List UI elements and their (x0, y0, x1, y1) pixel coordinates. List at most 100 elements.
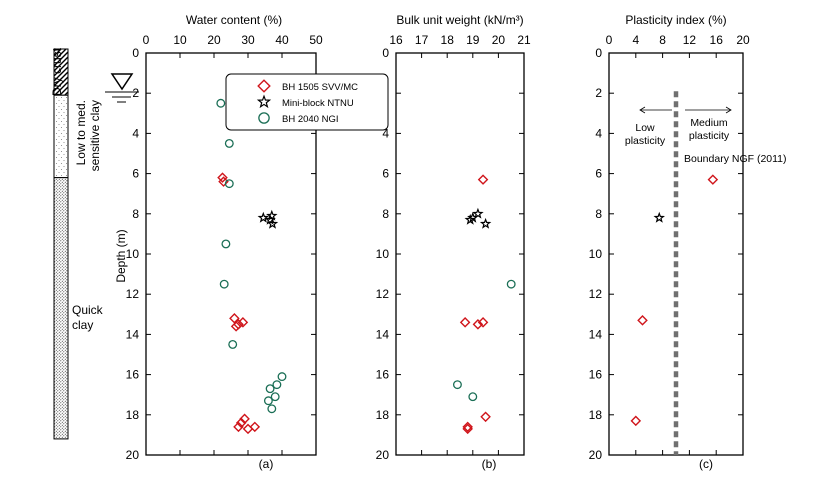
point-ngi (219, 279, 229, 289)
panel-b-xtick-label: 17 (415, 33, 429, 47)
panel-b-xtick-label: 18 (441, 33, 455, 47)
panel-a-xtick-label: 10 (173, 33, 187, 47)
panel-a-ytick-label: 4 (132, 126, 139, 140)
panel-b-ytick-label: 16 (376, 368, 390, 382)
legend: BH 1505 SVV/MC Mini-block NTNU BH 2040 N… (225, 73, 389, 131)
panel-a-ytick-label: 6 (132, 167, 139, 181)
legend-label-svv: BH 1505 SVV/MC (282, 82, 358, 93)
panel-b-ytick-label: 8 (382, 207, 389, 221)
panel-b-ytick-label: 18 (376, 408, 390, 422)
point-ntnu (266, 217, 279, 229)
panel-a-xtick-label: 0 (143, 33, 150, 47)
point-ngi (216, 98, 226, 108)
panel-b-ytick-label: 10 (376, 247, 390, 261)
point-svv (472, 319, 484, 330)
point-svv (218, 176, 229, 187)
point-ntnu (266, 209, 278, 221)
point-svv (229, 313, 240, 324)
panel-c-xtick-label: 12 (683, 33, 697, 47)
point-ntnu (464, 213, 476, 225)
panel-a-xtick-label: 20 (207, 33, 221, 47)
region-low-line1: Low (635, 122, 655, 134)
panel-c-ytick-label: 8 (595, 207, 602, 221)
panel-c-xtick-label: 20 (736, 33, 750, 47)
panel-c-ytick-label: 18 (589, 408, 603, 422)
point-ngi (277, 372, 287, 382)
point-ngi (506, 279, 516, 289)
panel-c-caption: (c) (699, 457, 713, 471)
panel-plasticity-index: Plasticity index (%) (c) Low plasticity … (589, 13, 787, 471)
panel-b-xtick-label: 21 (517, 33, 531, 47)
point-ngi (452, 380, 462, 390)
layer-label-sensitive-line2: sensitive clay (88, 100, 102, 171)
panel-b-ytick-label: 4 (382, 126, 389, 140)
panel-c-ytick-label: 16 (589, 368, 603, 382)
panel-c-ytick-label: 12 (589, 287, 603, 301)
panel-b-xtick-label: 16 (389, 33, 403, 47)
panel-b-ytick-label: 0 (382, 46, 389, 60)
panel-a-caption: (a) (259, 457, 274, 471)
panel-bulk-unit-weight: Bulk unit weight (kN/m³) (b) 02468101214… (376, 13, 531, 471)
point-ngi (265, 384, 275, 394)
point-svv (630, 415, 642, 427)
panel-b-title: Bulk unit weight (kN/m³) (396, 13, 523, 27)
point-svv (233, 421, 244, 433)
panel-b-ytick-label: 6 (382, 167, 389, 181)
legend-label-ngi: BH 2040 NGI (282, 114, 339, 125)
layer-label-dry-crust: Dry crust (50, 47, 64, 96)
panel-c-ytick-label: 10 (589, 247, 603, 261)
point-svv (462, 421, 473, 433)
panel-a-ytick-label: 16 (126, 368, 140, 382)
point-svv (235, 417, 247, 429)
panel-b-ytick-label: 14 (376, 327, 390, 341)
point-ntnu (257, 211, 270, 223)
legend-box (225, 73, 389, 131)
panel-a-xtick-label: 30 (241, 33, 255, 47)
point-ngi (224, 179, 234, 189)
point-svv (230, 321, 242, 332)
panel-water-content: Water content (%) (a) Depth (m) 0 2 4 6 8 10 1… (114, 13, 323, 471)
panel-b-ytick-label: 12 (376, 287, 390, 301)
panel-c-ytick-label: 0 (595, 46, 602, 60)
point-ngi (272, 380, 282, 390)
layer-label-quick-line1: Quick (72, 303, 104, 317)
panel-b-caption: (b) (482, 457, 497, 471)
panel-c-ytick-label: 4 (595, 126, 602, 140)
low-plasticity-arrow-icon (639, 106, 672, 114)
panel-a-ytick-label: 12 (126, 287, 140, 301)
point-ngi (263, 396, 273, 406)
point-svv (459, 317, 471, 328)
panel-c-ytick-label: 20 (589, 448, 603, 462)
point-ntnu (264, 213, 276, 225)
layer-quick-clay (53, 177, 69, 440)
panel-b-ytick-label: 20 (376, 448, 390, 462)
point-ngi (224, 138, 234, 148)
panel-a-ytick-label: 18 (126, 408, 140, 422)
panel-b-xtick-label: 20 (492, 33, 506, 47)
legend-label-ntnu: Mini-block NTNU (282, 98, 354, 109)
stratigraphy-column: Dry crust Low to med. sensitive clay Qui… (50, 47, 139, 440)
point-svv (477, 317, 489, 328)
panel-c-ytick-label: 14 (589, 327, 603, 341)
medium-plasticity-arrow-icon (685, 106, 732, 114)
layer-sensitive-clay (53, 94, 69, 179)
panel-a-xtick-label: 40 (275, 33, 289, 47)
layer-label-quick-line2: clay (72, 318, 93, 332)
panel-a-ytick-label: 14 (126, 327, 140, 341)
region-low-line2: plasticity (625, 135, 666, 147)
panel-a-ytick-label: 2 (132, 86, 139, 100)
legend-marker-ntnu (256, 94, 272, 109)
panel-a-ytick-label: 8 (132, 207, 139, 221)
point-ngi (228, 340, 238, 349)
panel-b-xtick-label: 19 (466, 33, 480, 47)
point-ngi (270, 392, 280, 402)
panel-c-ytick-label: 2 (595, 86, 602, 100)
panel-a-ylabel: Depth (m) (114, 229, 128, 282)
panel-a-title: Water content (%) (186, 13, 282, 27)
point-ngi (468, 392, 478, 402)
point-ngi (221, 239, 231, 249)
point-ntnu (479, 217, 492, 229)
water-table-icon (105, 73, 139, 103)
legend-marker-ngi (258, 112, 270, 124)
